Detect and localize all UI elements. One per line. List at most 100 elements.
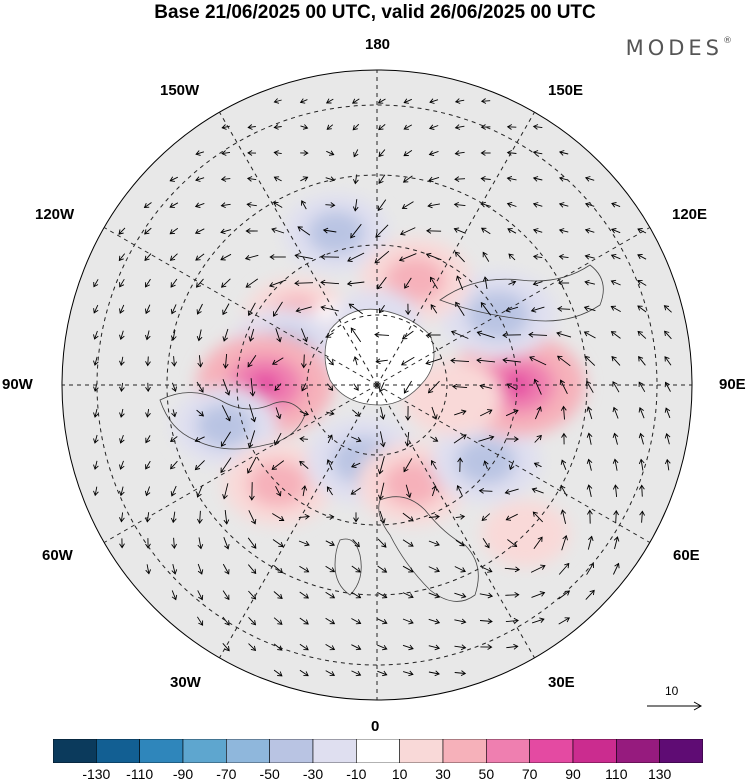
colorbar-tick-label: 130 (647, 766, 672, 782)
wind-arrow (505, 436, 519, 442)
wind-arrow (454, 670, 467, 677)
wind-arrow (528, 331, 548, 338)
wind-arrow (586, 432, 593, 445)
colorbar-swatch (312, 739, 357, 763)
wind-arrow (508, 460, 515, 471)
wind-arrow (378, 482, 385, 501)
wind-arrow (325, 540, 335, 546)
wind-arrow (428, 644, 441, 651)
anomaly-core (382, 460, 444, 507)
wind-arrow (351, 462, 361, 468)
colorbar-tick-label: -90 (172, 766, 194, 782)
wind-arrow (430, 459, 437, 470)
wind-arrow (639, 484, 645, 497)
wind-arrow (405, 484, 412, 499)
wind-arrow (583, 305, 596, 312)
wind-arrow (612, 432, 619, 445)
wind-arrow (480, 175, 491, 182)
wind-arrow (326, 357, 334, 366)
wind-arrow (532, 124, 543, 130)
wind-arrow (248, 510, 257, 525)
wind-arrow (480, 302, 492, 316)
wind-arrow (378, 382, 385, 393)
colorbar-swatch (442, 739, 487, 763)
wind-arrow (637, 279, 647, 286)
wind-arrow (454, 409, 467, 416)
wind-arrow (454, 618, 467, 625)
wind-arrow (119, 434, 125, 444)
wind-arrow (585, 202, 595, 208)
wind-arrow (145, 564, 152, 575)
wind-arrow (144, 304, 151, 315)
wind-arrow (610, 279, 621, 286)
wind-arrow (245, 278, 259, 288)
wind-arrow (352, 539, 360, 548)
wind-arrow (402, 539, 414, 547)
wind-arrow (532, 150, 543, 156)
wind-arrow (170, 436, 178, 443)
wind-arrow (326, 150, 335, 156)
wind-arrow (558, 253, 569, 260)
wind-arrow (249, 378, 256, 397)
wind-arrow (534, 406, 542, 420)
wind-arrow (272, 513, 285, 521)
colorbar-tick-label: 110 (605, 766, 628, 782)
wind-arrow (612, 458, 619, 471)
wind-arrow (455, 514, 466, 520)
lon-label-150e: 150E (548, 82, 584, 99)
wind-arrow (426, 228, 442, 234)
wind-arrow (454, 124, 465, 130)
wind-arrow (402, 175, 413, 183)
colorbar-swatch (226, 739, 270, 763)
wind-arrow (299, 669, 309, 677)
wind-arrow (529, 356, 547, 366)
wind-arrow (119, 460, 125, 470)
wind-arrow (170, 278, 178, 288)
wind-arrow (273, 124, 282, 130)
wind-arrow (558, 617, 571, 625)
wind-arrow (558, 150, 569, 156)
wind-arrow (664, 381, 671, 392)
wind-arrow (481, 513, 491, 521)
lon-label-150w: 150W (160, 82, 200, 99)
wind-arrow (560, 405, 567, 420)
wind-arrow (377, 199, 387, 212)
wind-arrow (93, 486, 99, 497)
wind-arrow (584, 279, 596, 286)
wind-arrow (558, 562, 570, 575)
wind-arrow (454, 566, 466, 573)
colorbar-tick-label: -110 (126, 766, 154, 782)
wind-arrow (222, 303, 230, 316)
colorbar-swatch (269, 739, 314, 763)
wind-arrow (197, 355, 204, 368)
wind-arrow (118, 227, 126, 235)
wind-arrow (246, 176, 257, 182)
wind-arrow (426, 332, 441, 338)
wind-arrow (223, 537, 230, 550)
wind-arrow (637, 330, 647, 339)
wind-arrow (171, 590, 178, 601)
wind-arrow (561, 432, 567, 445)
wind-arrow (222, 616, 230, 626)
wind-arrow (170, 485, 177, 497)
wind-arrow (530, 564, 546, 573)
wind-arrow (170, 511, 177, 524)
wind-arrow (169, 176, 178, 182)
wind-arrow (170, 460, 178, 470)
wind-arrow (350, 223, 362, 239)
wind-arrow (611, 202, 621, 208)
wind-arrow (533, 462, 542, 468)
wind-arrow (379, 431, 386, 448)
wind-arrow (222, 328, 229, 342)
wind-arrow (273, 176, 282, 182)
wind-arrow (454, 644, 467, 651)
wind-arrow (353, 383, 359, 391)
wind-arrow (504, 566, 521, 573)
wind-arrow (377, 644, 388, 651)
wind-arrow (297, 226, 311, 236)
wind-arrow (299, 617, 309, 625)
wind-arrow (530, 306, 545, 313)
wind-arrow (119, 408, 125, 418)
wind-arrow (299, 591, 309, 599)
wind-arrow (504, 488, 519, 495)
